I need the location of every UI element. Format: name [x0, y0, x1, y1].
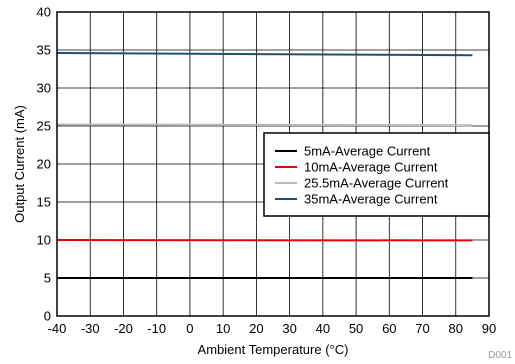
- legend-label: 5mA-Average Current: [304, 144, 431, 159]
- y-tick-label: 5: [44, 271, 51, 286]
- y-tick-label: 10: [37, 233, 51, 248]
- x-axis-title: Ambient Temperature (°C): [198, 342, 349, 357]
- x-tick-label: -30: [81, 321, 100, 336]
- x-tick-label: 0: [186, 321, 193, 336]
- legend-item: 35mA-Average Current: [275, 192, 438, 207]
- series-lines: [56, 52, 473, 279]
- legend-item: 5mA-Average Current: [275, 144, 431, 159]
- x-tick-label: 40: [316, 321, 330, 336]
- x-tick-label: -20: [114, 321, 133, 336]
- y-tick-labels: 0 5 10 15 20 25 30 35 40: [37, 5, 51, 324]
- x-tick-label: 50: [349, 321, 363, 336]
- y-tick-label: 35: [37, 43, 51, 58]
- legend-label: 25.5mA-Average Current: [304, 176, 449, 191]
- y-tick-label: 25: [37, 119, 51, 134]
- figure-code: D001: [488, 350, 512, 361]
- x-tick-label: 80: [449, 321, 463, 336]
- x-tick-label: 30: [282, 321, 296, 336]
- x-tick-label: 60: [382, 321, 396, 336]
- legend-box: [263, 132, 490, 217]
- y-axis-title: Output Current (mA): [12, 105, 27, 223]
- y-tick-label: 15: [37, 195, 51, 210]
- legend-item: 25.5mA-Average Current: [275, 176, 449, 191]
- y-tick-label: 40: [37, 5, 51, 20]
- series-line-3: [56, 123, 473, 127]
- y-tick-label: 30: [37, 81, 51, 96]
- y-tick-label: 0: [44, 309, 51, 324]
- legend-label: 10mA-Average Current: [304, 160, 438, 175]
- x-tick-label: 20: [249, 321, 263, 336]
- series-line-4: [56, 52, 473, 57]
- x-tick-label: 90: [482, 321, 496, 336]
- x-tick-label: -40: [48, 321, 67, 336]
- x-tick-label: 10: [216, 321, 230, 336]
- y-tick-label: 20: [37, 157, 51, 172]
- x-tick-labels: -40 -30 -20 -10 0 10 20 30 40 50 60 70 80 90: [48, 321, 497, 336]
- x-tick-label: 70: [415, 321, 429, 336]
- legend-item: 10mA-Average Current: [275, 160, 438, 175]
- legend-label: 35mA-Average Current: [304, 192, 438, 207]
- x-tick-label: -10: [147, 321, 166, 336]
